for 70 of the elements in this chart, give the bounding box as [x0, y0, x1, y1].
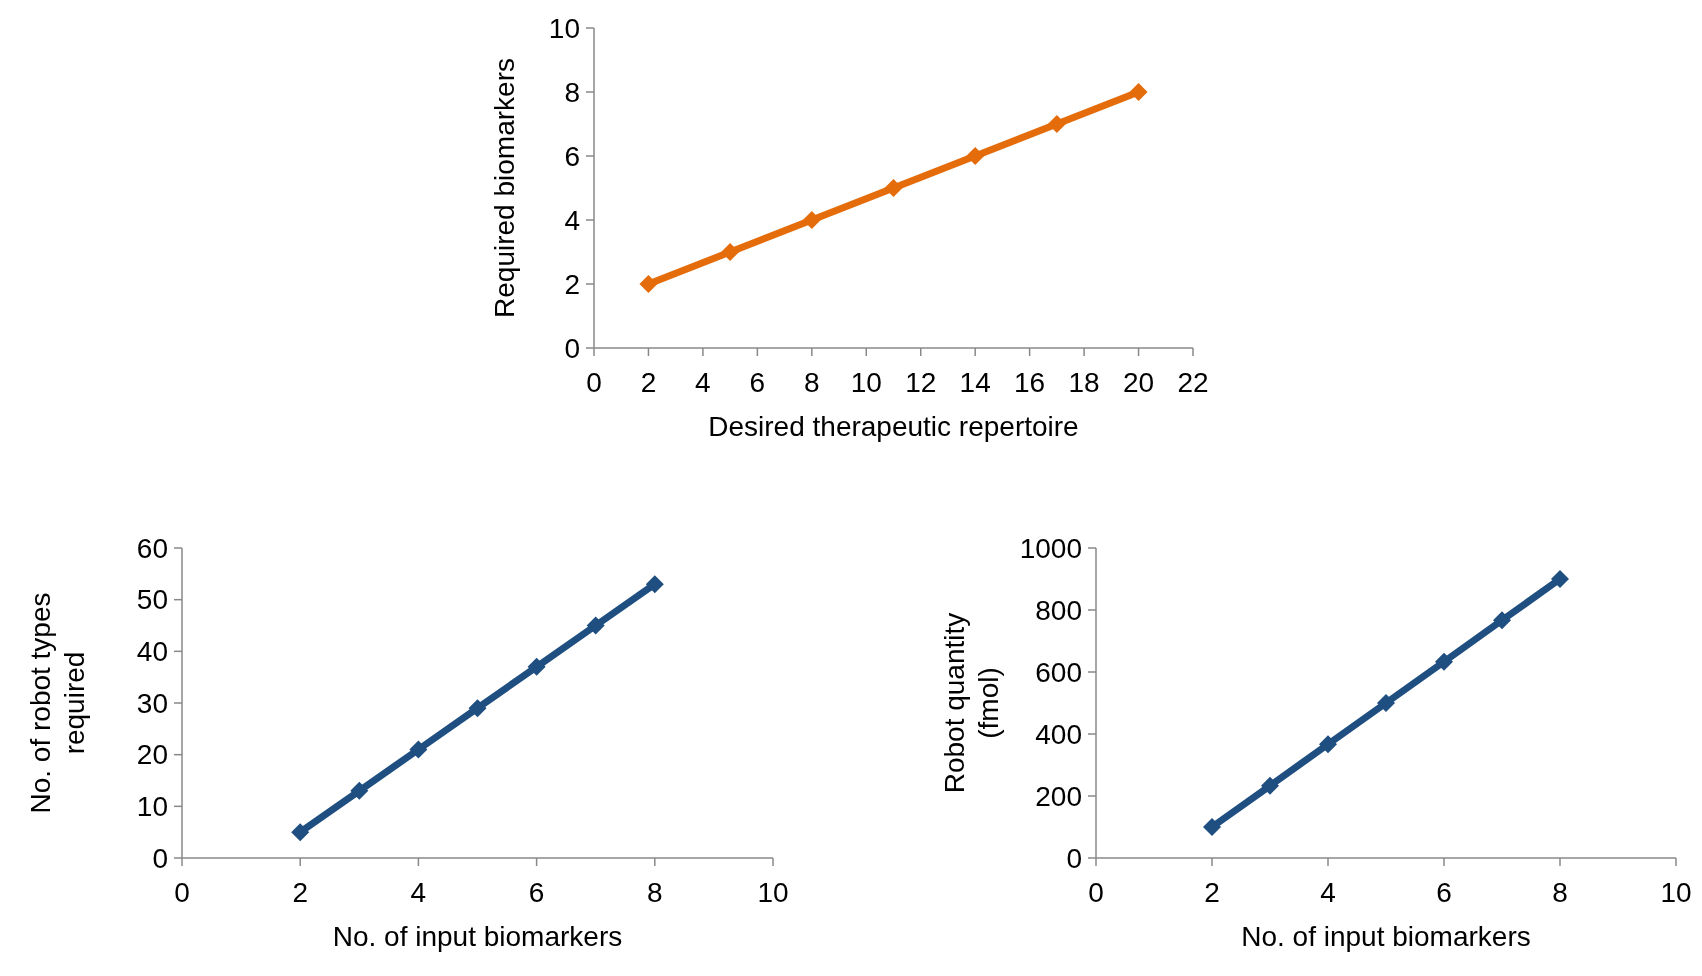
x-tick-label: 0 — [586, 367, 602, 398]
x-tick-label: 16 — [1014, 367, 1046, 398]
x-axis-title: No. of input biomarkers — [1241, 921, 1531, 952]
point — [1493, 611, 1511, 630]
x-tick-label: 10 — [1660, 877, 1692, 908]
x-tick-label: 0 — [174, 877, 190, 908]
x-tick-label: 6 — [528, 877, 545, 908]
x-tick-label: 4 — [695, 367, 711, 398]
y-tick-label: 2 — [564, 268, 580, 300]
y-tick-label: 400 — [1035, 718, 1082, 750]
y-tick-label: 10 — [136, 791, 168, 823]
point — [409, 740, 428, 759]
point — [1203, 818, 1221, 836]
x-tick-label: 2 — [292, 877, 308, 908]
point — [1319, 735, 1337, 754]
y-tick-label: 800 — [1035, 594, 1082, 626]
y-tick-label: 4 — [564, 204, 580, 236]
x-tick-label: 4 — [1320, 877, 1336, 908]
y-tick-label: 1000 — [1019, 532, 1082, 564]
y-tick-label: 200 — [1035, 780, 1082, 812]
x-tick-label: 10 — [757, 877, 789, 908]
point — [586, 616, 605, 635]
y-tick-label: 20 — [136, 739, 168, 771]
point — [884, 179, 903, 197]
x-tick-label: 8 — [1552, 877, 1568, 908]
y-tick-label: 6 — [564, 140, 580, 172]
x-tick-label: 0 — [1088, 877, 1104, 908]
point — [468, 699, 487, 718]
point — [645, 575, 664, 594]
point — [721, 243, 740, 261]
x-axis-title: No. of input biomarkers — [332, 921, 623, 952]
point — [350, 781, 369, 800]
x-tick-label: 8 — [804, 367, 820, 398]
point — [802, 211, 821, 229]
point — [1261, 776, 1279, 795]
x-tick-label: 18 — [1068, 367, 1100, 398]
y-axis-title: Robot quantity (fmol) — [939, 612, 1004, 794]
y-tick-label: 8 — [564, 76, 580, 108]
point — [291, 823, 310, 842]
x-tick-label: 10 — [850, 367, 882, 398]
x-tick-label: 20 — [1122, 367, 1155, 398]
x-tick-label: 4 — [410, 877, 427, 908]
y-tick-label: 30 — [136, 687, 168, 719]
x-tick-label: 6 — [1436, 877, 1452, 908]
point — [527, 657, 546, 676]
y-tick-label: 50 — [136, 584, 168, 616]
point — [1047, 115, 1066, 133]
y-tick-label: 60 — [136, 532, 168, 564]
point — [1129, 83, 1148, 101]
x-tick-label: 8 — [647, 877, 663, 908]
point — [1435, 652, 1453, 671]
y-tick-label: 0 — [1066, 842, 1082, 874]
y-tick-label: 0 — [564, 332, 580, 364]
point — [966, 147, 985, 165]
point — [1377, 694, 1395, 712]
x-tick-label: 22 — [1177, 367, 1209, 398]
y-tick-label: 10 — [548, 12, 580, 44]
x-axis-title: Desired therapeutic repertoire — [708, 411, 1079, 442]
y-tick-label: 0 — [152, 842, 168, 874]
x-tick-label: 12 — [905, 367, 937, 398]
x-tick-label: 2 — [640, 367, 657, 398]
y-axis-title: No. of robot types required — [25, 592, 90, 814]
x-tick-label: 6 — [749, 367, 766, 398]
x-tick-label: 14 — [959, 367, 991, 398]
y-tick-label: 40 — [136, 636, 168, 668]
y-tick-label: 600 — [1035, 656, 1082, 688]
point — [639, 275, 658, 293]
point — [1551, 570, 1569, 588]
y-axis-title: Required biomarkers — [489, 58, 520, 318]
x-tick-label: 2 — [1204, 877, 1220, 908]
